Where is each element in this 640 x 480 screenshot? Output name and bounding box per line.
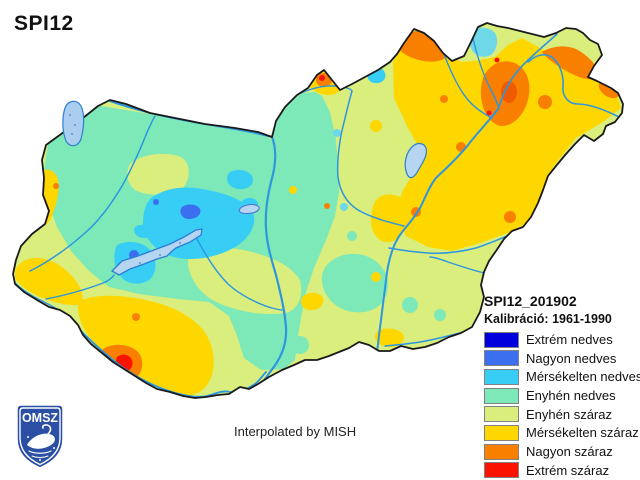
logo-text: OMSZ <box>22 411 58 425</box>
legend-label: Mérsékelten száraz <box>526 425 639 441</box>
legend-swatch <box>484 443 519 460</box>
legend: SPI12_201902 Kalibráció: 1961-1990 Extré… <box>484 293 640 480</box>
spi-color-field <box>13 27 621 398</box>
legend-label: Extrém nedves <box>526 332 613 347</box>
legend-swatch <box>484 387 519 404</box>
rivers <box>13 33 620 398</box>
legend-swatch <box>484 406 519 423</box>
legend-item: Extrém száraz <box>484 462 640 479</box>
legend-item: Nagyon száraz <box>484 443 640 460</box>
legend-item: Mérsékelten száraz <box>484 424 640 441</box>
page-title: SPI12 <box>14 12 74 35</box>
legend-swatch <box>484 368 519 385</box>
legend-label: Nagyon nedves <box>526 350 617 366</box>
legend-title: SPI12_201902 <box>484 293 577 309</box>
legend-item: Mérsékelten nedves <box>484 368 640 385</box>
legend-rows: Extrém nedves Nagyon nedves Mérsékelten ne… <box>484 331 640 479</box>
legend-item: Enyhén száraz <box>484 406 640 423</box>
lake-velence <box>238 204 260 215</box>
legend-swatch <box>484 350 519 367</box>
lake-ferto <box>62 100 85 147</box>
legend-label: Enyhén nedves <box>526 388 616 404</box>
legend-label: Mérsékelten nedves <box>526 369 640 385</box>
legend-swatch <box>484 331 519 348</box>
swan-icon <box>27 424 55 461</box>
omsz-logo: OMSZ <box>16 404 64 469</box>
legend-item: Nagyon nedves <box>484 350 640 367</box>
lakes <box>62 100 428 276</box>
legend-item: Extrém nedves <box>484 331 640 348</box>
legend-label: Nagyon száraz <box>526 444 613 460</box>
footer-note: Interpolated by MISH <box>234 424 357 439</box>
legend-item: Enyhén nedves <box>484 387 640 404</box>
legend-swatch <box>484 424 519 441</box>
legend-swatch <box>484 462 519 479</box>
legend-label: Enyhén száraz <box>526 406 612 422</box>
lake-balaton <box>110 228 203 276</box>
lake-tisza <box>404 142 428 179</box>
legend-label: Extrém száraz <box>526 462 610 478</box>
legend-calibration: Kalibráció: 1961-1990 <box>484 312 612 326</box>
